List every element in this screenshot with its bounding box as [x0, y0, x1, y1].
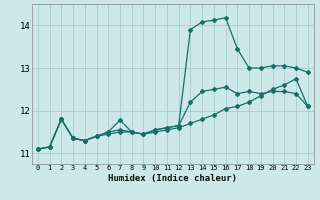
X-axis label: Humidex (Indice chaleur): Humidex (Indice chaleur)	[108, 174, 237, 183]
